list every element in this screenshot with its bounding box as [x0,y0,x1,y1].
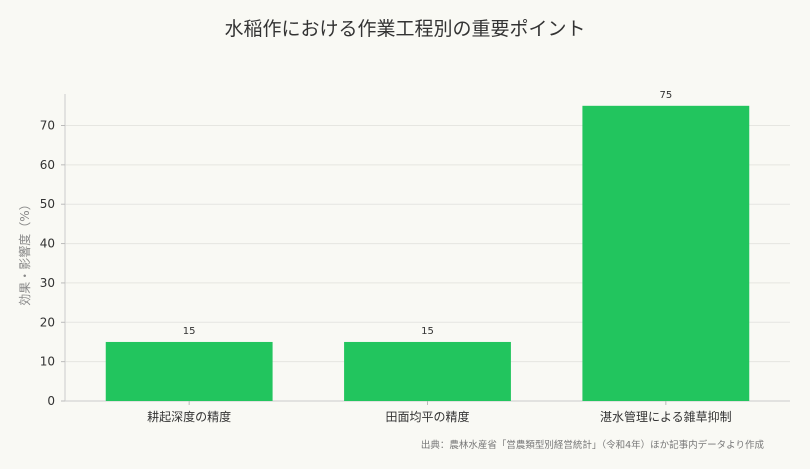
y-tick-label: 60 [40,158,55,172]
x-tick-label: 田面均平の精度 [385,409,469,424]
y-axis-label: 効果・影響度（%） [17,198,32,305]
x-tick-label: 湛水管理による雑草抑制 [600,409,732,424]
y-tick-label: 0 [47,394,55,408]
x-tick-label: 耕起深度の精度 [147,409,231,424]
y-tick-label: 30 [40,276,55,290]
data-label: 15 [183,326,196,337]
bar [582,105,750,402]
y-tick-label: 10 [40,355,55,369]
y-tick-label: 40 [40,237,55,251]
y-tick-label: 50 [40,197,55,211]
data-labels: 15 15 75 [183,90,672,337]
chart-title: 水稲作における作業工程別の重要ポイント [224,18,585,40]
gridlines [65,124,790,363]
source-note: 出典：農林水産省「営農類型別経営統計」（令和4年）ほか記事内データより作成 [421,439,765,451]
y-tick-label: 20 [40,315,55,329]
data-label: 75 [659,90,672,101]
bar [344,341,511,401]
bar [105,341,273,401]
y-tick-labels: 0 10 20 30 40 50 60 70 [40,118,65,408]
y-tick-label: 70 [40,118,55,132]
data-label: 15 [421,326,434,337]
x-tick-labels: 耕起深度の精度 田面均平の精度 湛水管理による雑草抑制 [147,401,732,424]
bars [105,105,750,402]
